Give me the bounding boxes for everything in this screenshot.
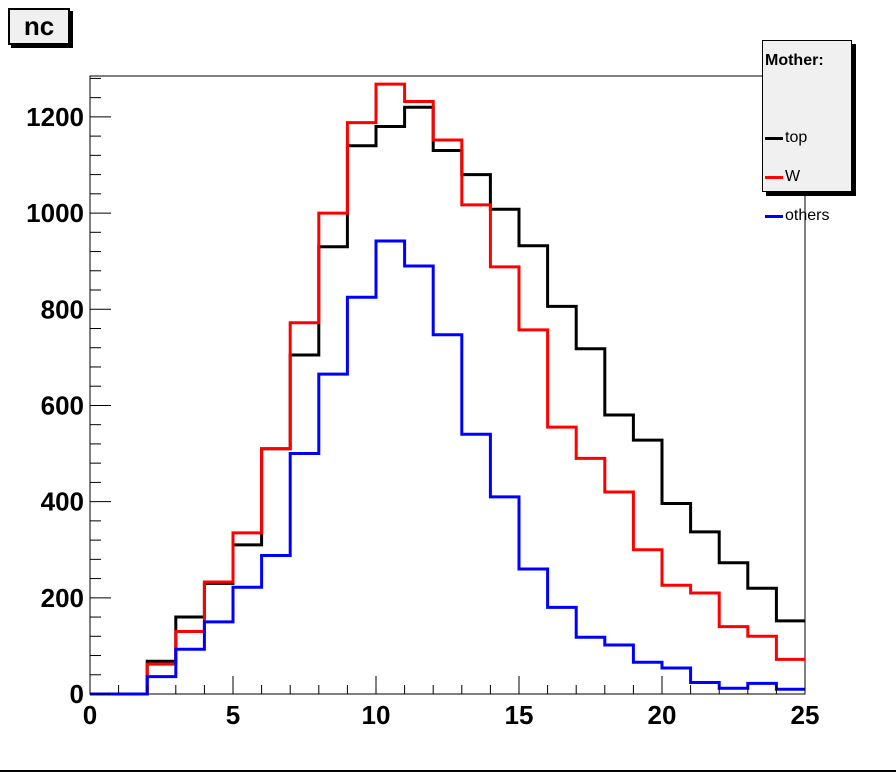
series-layer (90, 82, 805, 696)
legend-entry-others: others (765, 205, 829, 227)
x-tick-label: 25 (791, 700, 820, 730)
y-tick-label: 600 (41, 390, 84, 420)
legend-entry-w: W (765, 166, 800, 188)
y-tick-label: 1000 (26, 198, 84, 228)
histogram-title-box: nc (8, 8, 70, 45)
series-line-others (90, 239, 805, 696)
x-tick-label: 15 (505, 700, 534, 730)
legend-label-others: others (785, 207, 830, 224)
x-tick-label: 10 (362, 700, 391, 730)
histogram-title: nc (23, 11, 55, 41)
y-tick-label: 200 (41, 583, 84, 613)
legend-swatch-top (765, 136, 783, 140)
y-tick-label: 800 (41, 294, 84, 324)
y-tick-label: 0 (70, 679, 84, 709)
legend-entry-top: top (765, 127, 807, 149)
bottom-divider (0, 770, 896, 772)
x-tick-label: 0 (83, 700, 97, 730)
legend-swatch-w (765, 175, 783, 179)
legend-header: Mother: (765, 52, 824, 69)
legend-label-w: W (785, 168, 801, 185)
legend-label-top: top (785, 129, 808, 146)
x-tick-label: 5 (226, 700, 240, 730)
y-tick-label: 1200 (26, 102, 84, 132)
y-tick-label: 400 (41, 487, 84, 517)
axis-layer: 0 5 10 15 20 25 0 200 400 600 800 1000 1200 (26, 77, 820, 730)
legend: Mother: top W others (762, 40, 852, 224)
series-line-w (90, 82, 805, 696)
plot-frame (89, 75, 806, 695)
legend-swatch-others (765, 214, 783, 218)
x-tick-label: 20 (648, 700, 677, 730)
